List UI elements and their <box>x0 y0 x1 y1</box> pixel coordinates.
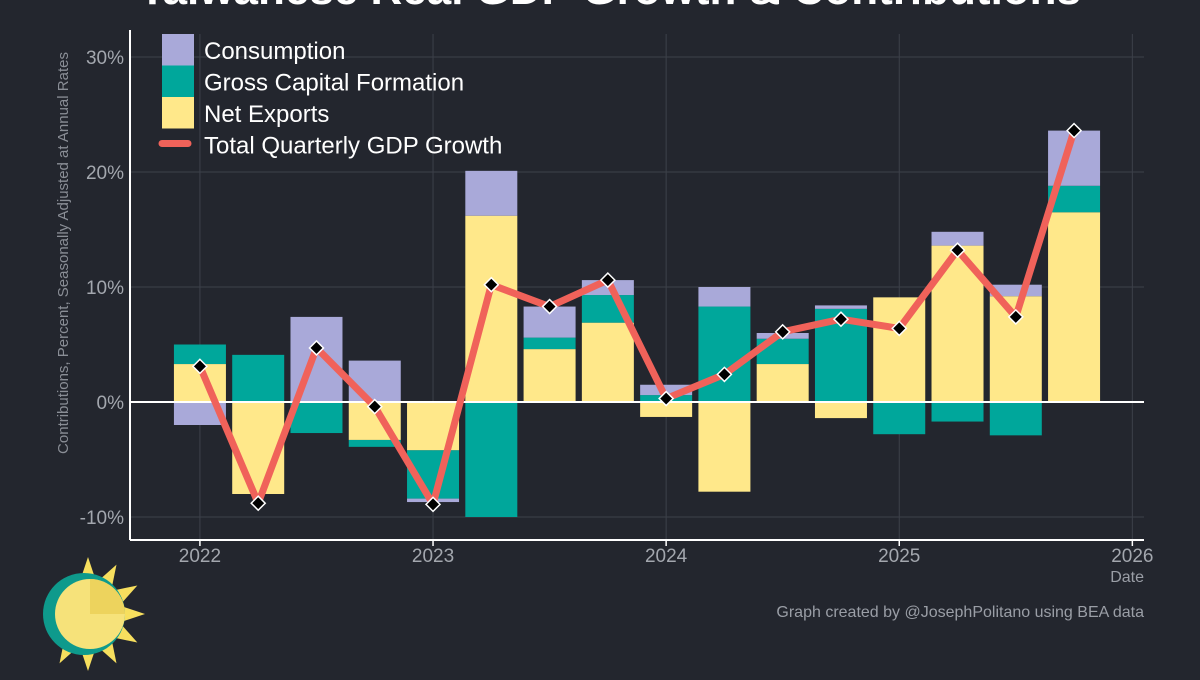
bar-consumption <box>465 170 518 216</box>
gdp-growth-marker <box>832 311 850 328</box>
bar-net-exports <box>581 322 634 402</box>
x-tick-label: 2023 <box>412 546 454 567</box>
bar-net-exports <box>523 349 576 402</box>
gdp-growth-marker <box>949 242 966 259</box>
bar-consumption <box>348 360 401 402</box>
bar-consumption <box>931 231 984 246</box>
bar-gross-capital-formation <box>989 402 1042 436</box>
gdp-growth-marker <box>366 398 383 415</box>
legend-label-gross-capital-formation: Gross Capital Formation <box>204 70 464 97</box>
bar-gross-capital-formation <box>465 402 518 517</box>
y-axis-label: Contributions, Percent, Seasonally Adjus… <box>55 52 72 454</box>
gdp-growth-marker <box>541 298 558 315</box>
bar-gross-capital-formation <box>290 402 343 434</box>
gdp-growth-marker <box>716 366 733 383</box>
legend-label-total-quarterly-gdp-growth: Total Quarterly GDP Growth <box>204 133 502 160</box>
bar-gross-capital-formation <box>232 354 285 402</box>
bar-consumption <box>698 287 751 307</box>
bar-net-exports <box>756 364 809 402</box>
gdp-growth-marker <box>250 495 267 512</box>
bar-net-exports <box>1048 212 1101 402</box>
bar-consumption <box>814 305 867 309</box>
gdp-growth-marker <box>658 390 675 407</box>
y-tick-label: 20% <box>86 163 124 184</box>
total-gdp-growth-line <box>196 127 1078 508</box>
gdp-growth-marker <box>1007 308 1024 325</box>
bar-gross-capital-formation <box>173 344 226 365</box>
gdp-growth-marker <box>308 339 325 357</box>
bar-gross-capital-formation <box>348 439 401 447</box>
bar-consumption <box>989 284 1042 297</box>
bar-net-exports <box>698 402 751 492</box>
x-tick-label: 2025 <box>878 546 920 567</box>
bar-consumption <box>640 384 693 396</box>
gdp-growth-marker <box>1066 122 1083 139</box>
y-tick-label: 30% <box>86 48 124 69</box>
legend-swatch-gross-capital-formation <box>162 65 194 97</box>
legend-label-net-exports: Net Exports <box>204 101 329 128</box>
bar-net-exports <box>465 215 518 402</box>
y-tick-label: 0% <box>97 393 125 414</box>
gdp-growth-marker <box>483 276 500 293</box>
bar-gross-capital-formation <box>523 337 576 350</box>
x-tick-label: 2024 <box>645 546 688 567</box>
bar-net-exports <box>814 402 867 419</box>
chart-title: Taiwanese Real GDP Growth & Contribution… <box>139 0 1081 14</box>
legend-swatch-consumption <box>162 34 194 66</box>
bar-net-exports <box>873 297 926 402</box>
bar-net-exports <box>640 402 693 417</box>
gdp-growth-marker <box>424 496 442 513</box>
x-axis-label: Date <box>1110 569 1144 586</box>
legend-swatch-net-exports <box>162 97 194 129</box>
gdp-growth-marker <box>599 272 616 289</box>
gdp-growth-marker <box>191 358 208 375</box>
bar-gross-capital-formation <box>873 402 926 435</box>
credit-text: Graph created by @JosephPolitano using B… <box>776 604 1144 621</box>
y-tick-label: 10% <box>86 278 124 299</box>
bar-consumption <box>173 402 226 425</box>
sun-logo-icon <box>43 557 145 671</box>
legend-label-consumption: Consumption <box>204 38 345 65</box>
x-tick-label: 2026 <box>1111 546 1153 567</box>
gdp-growth-marker <box>891 320 908 337</box>
bar-gross-capital-formation <box>698 306 751 402</box>
y-tick-label: -10% <box>80 508 124 529</box>
gdp-growth-marker <box>774 323 791 340</box>
x-tick-label: 2022 <box>179 546 221 567</box>
bar-gross-capital-formation <box>931 402 984 422</box>
